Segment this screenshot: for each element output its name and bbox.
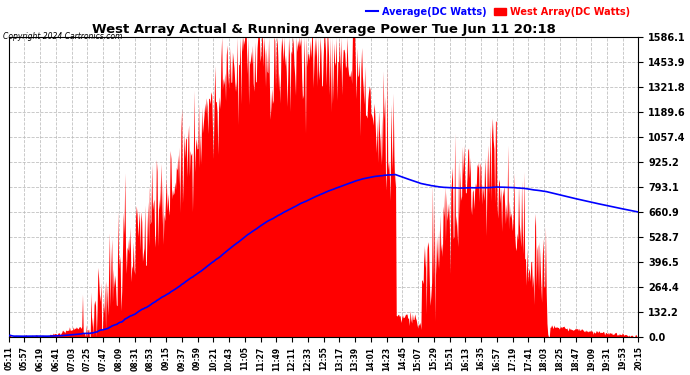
Title: West Array Actual & Running Average Power Tue Jun 11 20:18: West Array Actual & Running Average Powe… [92, 22, 555, 36]
Text: Copyright 2024 Cartronics.com: Copyright 2024 Cartronics.com [3, 32, 123, 41]
Legend: Average(DC Watts), West Array(DC Watts): Average(DC Watts), West Array(DC Watts) [362, 3, 633, 21]
